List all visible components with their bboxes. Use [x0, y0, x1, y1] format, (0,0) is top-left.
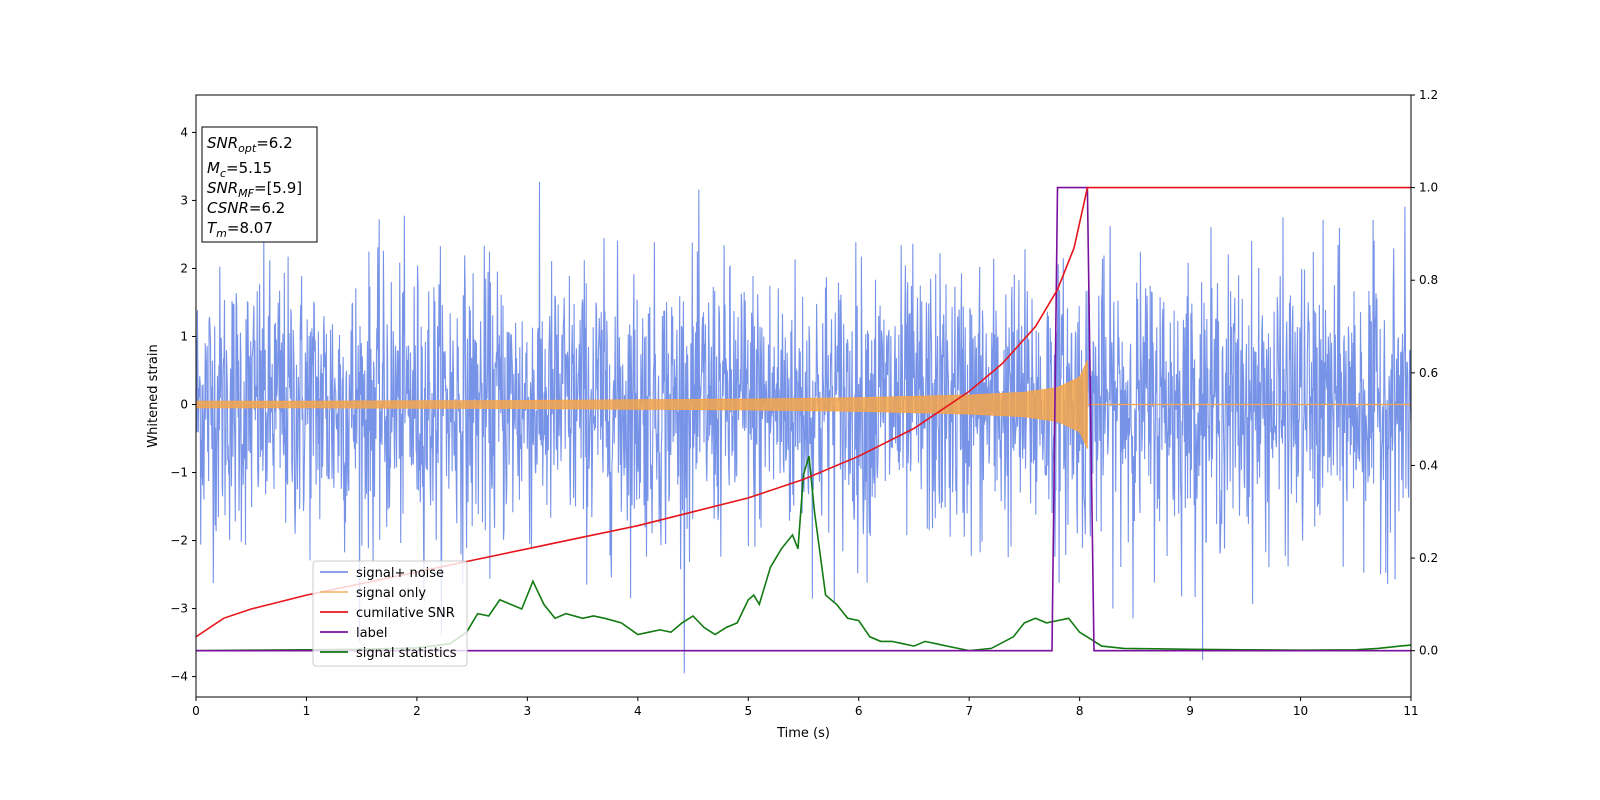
legend-item: cumilative SNR — [320, 606, 455, 621]
y2-tick-label: 0.8 — [1419, 273, 1438, 287]
y2-tick-label: 0.2 — [1419, 551, 1438, 565]
info-line: Tm=8.07 — [207, 219, 273, 240]
y-tick-label: 2 — [180, 261, 188, 275]
y-tick-label: 0 — [180, 398, 188, 412]
y2-tick-label: 1.0 — [1419, 181, 1438, 195]
y-tick-label: −4 — [170, 670, 188, 684]
y-tick-label: 4 — [180, 125, 188, 139]
info-box-frame — [201, 126, 318, 243]
legend-item: signal+ noise — [320, 566, 444, 581]
y2-tick-label: 1.2 — [1419, 88, 1438, 102]
plot-area-frame — [195, 94, 1412, 698]
y2-tick-label: 0.0 — [1419, 644, 1438, 658]
legend-label: signal statistics — [356, 646, 457, 661]
x-tick-label: 8 — [1076, 704, 1084, 718]
y-tick-label: −3 — [170, 602, 188, 616]
x-tick-label: 7 — [965, 704, 973, 718]
legend: signal+ noise signal only cumilative SNR la… — [312, 560, 468, 667]
x-tick-label: 5 — [744, 704, 752, 718]
signal-statistics-line — [196, 455, 1411, 652]
x-tick-label: 10 — [1293, 704, 1308, 718]
legend-label: label — [356, 626, 387, 641]
legend-item: signal statistics — [320, 646, 457, 661]
legend-label: signal only — [356, 586, 426, 601]
info-line: Mc=5.15 — [207, 159, 272, 180]
x-tick-label: 1 — [303, 704, 311, 718]
x-tick-label: 3 — [524, 704, 532, 718]
x-tick-label: 2 — [413, 704, 421, 718]
info-line: SNRMF=[5.9] — [207, 179, 302, 200]
y-tick-label: −1 — [170, 466, 188, 480]
legend-item: label — [320, 626, 387, 641]
label-line — [196, 186, 1411, 652]
y-tick-label: 3 — [180, 193, 188, 207]
x-tick-label: 0 — [192, 704, 200, 718]
signal-only-series — [196, 360, 1411, 449]
x-tick-label: 9 — [1186, 704, 1194, 718]
x-tick-label: 4 — [634, 704, 642, 718]
signal-noise-series — [196, 181, 1411, 674]
x-tick-label: 11 — [1403, 704, 1418, 718]
x-axis-ticks: 0 1 2 3 4 5 6 7 8 9 10 11 — [192, 697, 1419, 718]
x-axis-label: Time (s) — [776, 726, 830, 741]
y2-axis-ticks: 0.0 0.2 0.4 0.6 0.8 1.0 1.2 — [1411, 88, 1438, 658]
y2-tick-label: 0.4 — [1419, 458, 1438, 472]
signal-only-band — [196, 360, 1088, 449]
legend-item: signal only — [320, 586, 426, 601]
y-axis-label: Whitened strain — [146, 344, 161, 447]
legend-label: cumilative SNR — [356, 606, 455, 621]
y2-tick-label: 0.6 — [1419, 366, 1438, 380]
signal-noise-line — [196, 181, 1411, 674]
y-tick-label: −2 — [170, 534, 188, 548]
y-axis-ticks: −4 −3 −2 −1 0 1 2 3 4 — [170, 125, 196, 684]
y-tick-label: 1 — [180, 329, 188, 343]
legend-frame — [312, 560, 468, 667]
info-line: CSNR=6.2 — [207, 199, 285, 217]
legend-label: signal+ noise — [356, 566, 444, 581]
x-tick-label: 6 — [855, 704, 863, 718]
info-line: SNRopt=6.2 — [207, 134, 293, 155]
